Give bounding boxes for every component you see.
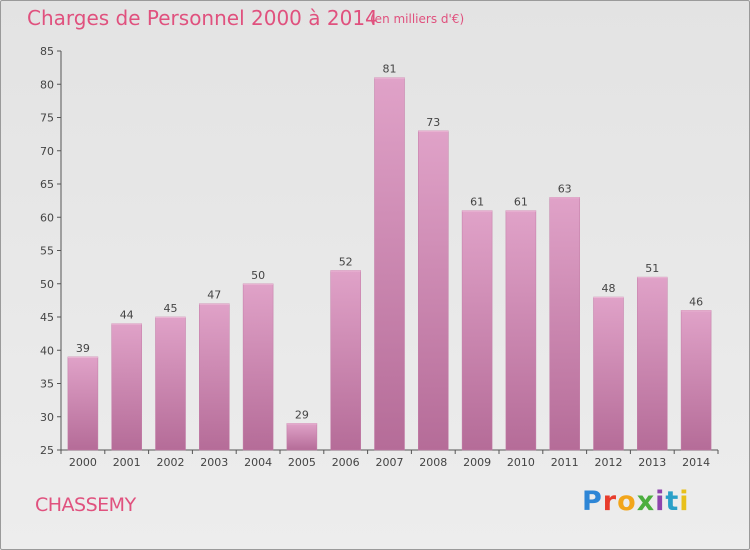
y-tick-label: 65 <box>40 178 54 191</box>
bar <box>199 303 230 451</box>
value-label: 45 <box>164 302 178 315</box>
bar <box>374 77 405 451</box>
x-tick-label: 2011 <box>551 456 579 469</box>
value-label: 52 <box>339 255 353 268</box>
y-tick-label: 30 <box>40 411 54 424</box>
y-tick-label: 75 <box>40 112 54 125</box>
chart-subtitle: (en milliers d'€) <box>370 12 465 26</box>
y-tick-label: 55 <box>40 245 54 258</box>
proxiti-logo: Proxiti <box>582 486 690 517</box>
bar <box>111 323 142 451</box>
y-tick-label: 70 <box>40 145 54 158</box>
x-tick-label: 2005 <box>288 456 316 469</box>
y-tick-label: 80 <box>40 78 54 91</box>
bar <box>418 130 449 451</box>
bar <box>286 423 318 451</box>
logo-letter: x <box>636 486 656 517</box>
logo-letter: r <box>602 486 618 517</box>
value-label: 39 <box>76 342 90 355</box>
value-label: 81 <box>383 63 397 76</box>
x-tick-label: 2010 <box>507 456 535 469</box>
value-labels: 39 44 45 47 50 29 52 81 73 61 61 63 48 51 46 <box>76 63 703 422</box>
bar <box>680 310 712 451</box>
y-tick-label: 50 <box>40 278 54 291</box>
y-tick-label: 25 <box>40 444 54 457</box>
value-label: 46 <box>689 295 703 308</box>
bar <box>330 270 361 451</box>
x-tick-label: 2008 <box>419 456 447 469</box>
y-tick-label: 85 <box>40 45 54 58</box>
bar-series <box>67 77 712 451</box>
x-tick-label: 2000 <box>69 456 97 469</box>
x-tick-label: 2012 <box>595 456 623 469</box>
chart-title: Charges de Personnel 2000 à 2014 <box>27 6 378 30</box>
x-tick-label: 2013 <box>638 456 666 469</box>
bar <box>67 356 99 451</box>
x-tick-label: 2004 <box>244 456 272 469</box>
y-tick-label: 45 <box>40 311 54 324</box>
x-tick-label: 2001 <box>113 456 141 469</box>
value-label: 29 <box>295 408 309 421</box>
value-label: 51 <box>645 262 659 275</box>
value-label: 44 <box>120 309 134 322</box>
bar <box>593 296 624 451</box>
logo-letter: t <box>665 486 680 517</box>
place-name: CHASSEMY <box>35 494 136 516</box>
y-tick-label: 60 <box>40 211 54 224</box>
x-tick-label: 2002 <box>157 456 185 469</box>
x-tick-label: 2003 <box>200 456 228 469</box>
value-label: 63 <box>558 182 572 195</box>
bar <box>549 197 580 451</box>
logo-letter: P <box>582 486 603 517</box>
x-tick-label: 2007 <box>376 456 404 469</box>
logo-letter: o <box>617 486 637 517</box>
value-label: 50 <box>251 269 265 282</box>
x-tick-label: 2006 <box>332 456 360 469</box>
value-label: 47 <box>207 289 221 302</box>
value-label: 61 <box>470 196 484 209</box>
value-label: 61 <box>514 196 528 209</box>
y-tick-label: 40 <box>40 344 54 357</box>
logo-letter: i <box>679 486 690 517</box>
value-label: 48 <box>602 282 616 295</box>
x-tick-label: 2009 <box>463 456 491 469</box>
logo-letter: i <box>655 486 666 517</box>
bar <box>155 316 186 451</box>
x-tick-label: 2014 <box>682 456 710 469</box>
value-label: 73 <box>426 116 440 129</box>
bar <box>461 210 493 451</box>
bar <box>637 276 668 451</box>
bar <box>505 210 537 451</box>
y-tick-label: 35 <box>40 378 54 391</box>
bar <box>242 283 274 451</box>
